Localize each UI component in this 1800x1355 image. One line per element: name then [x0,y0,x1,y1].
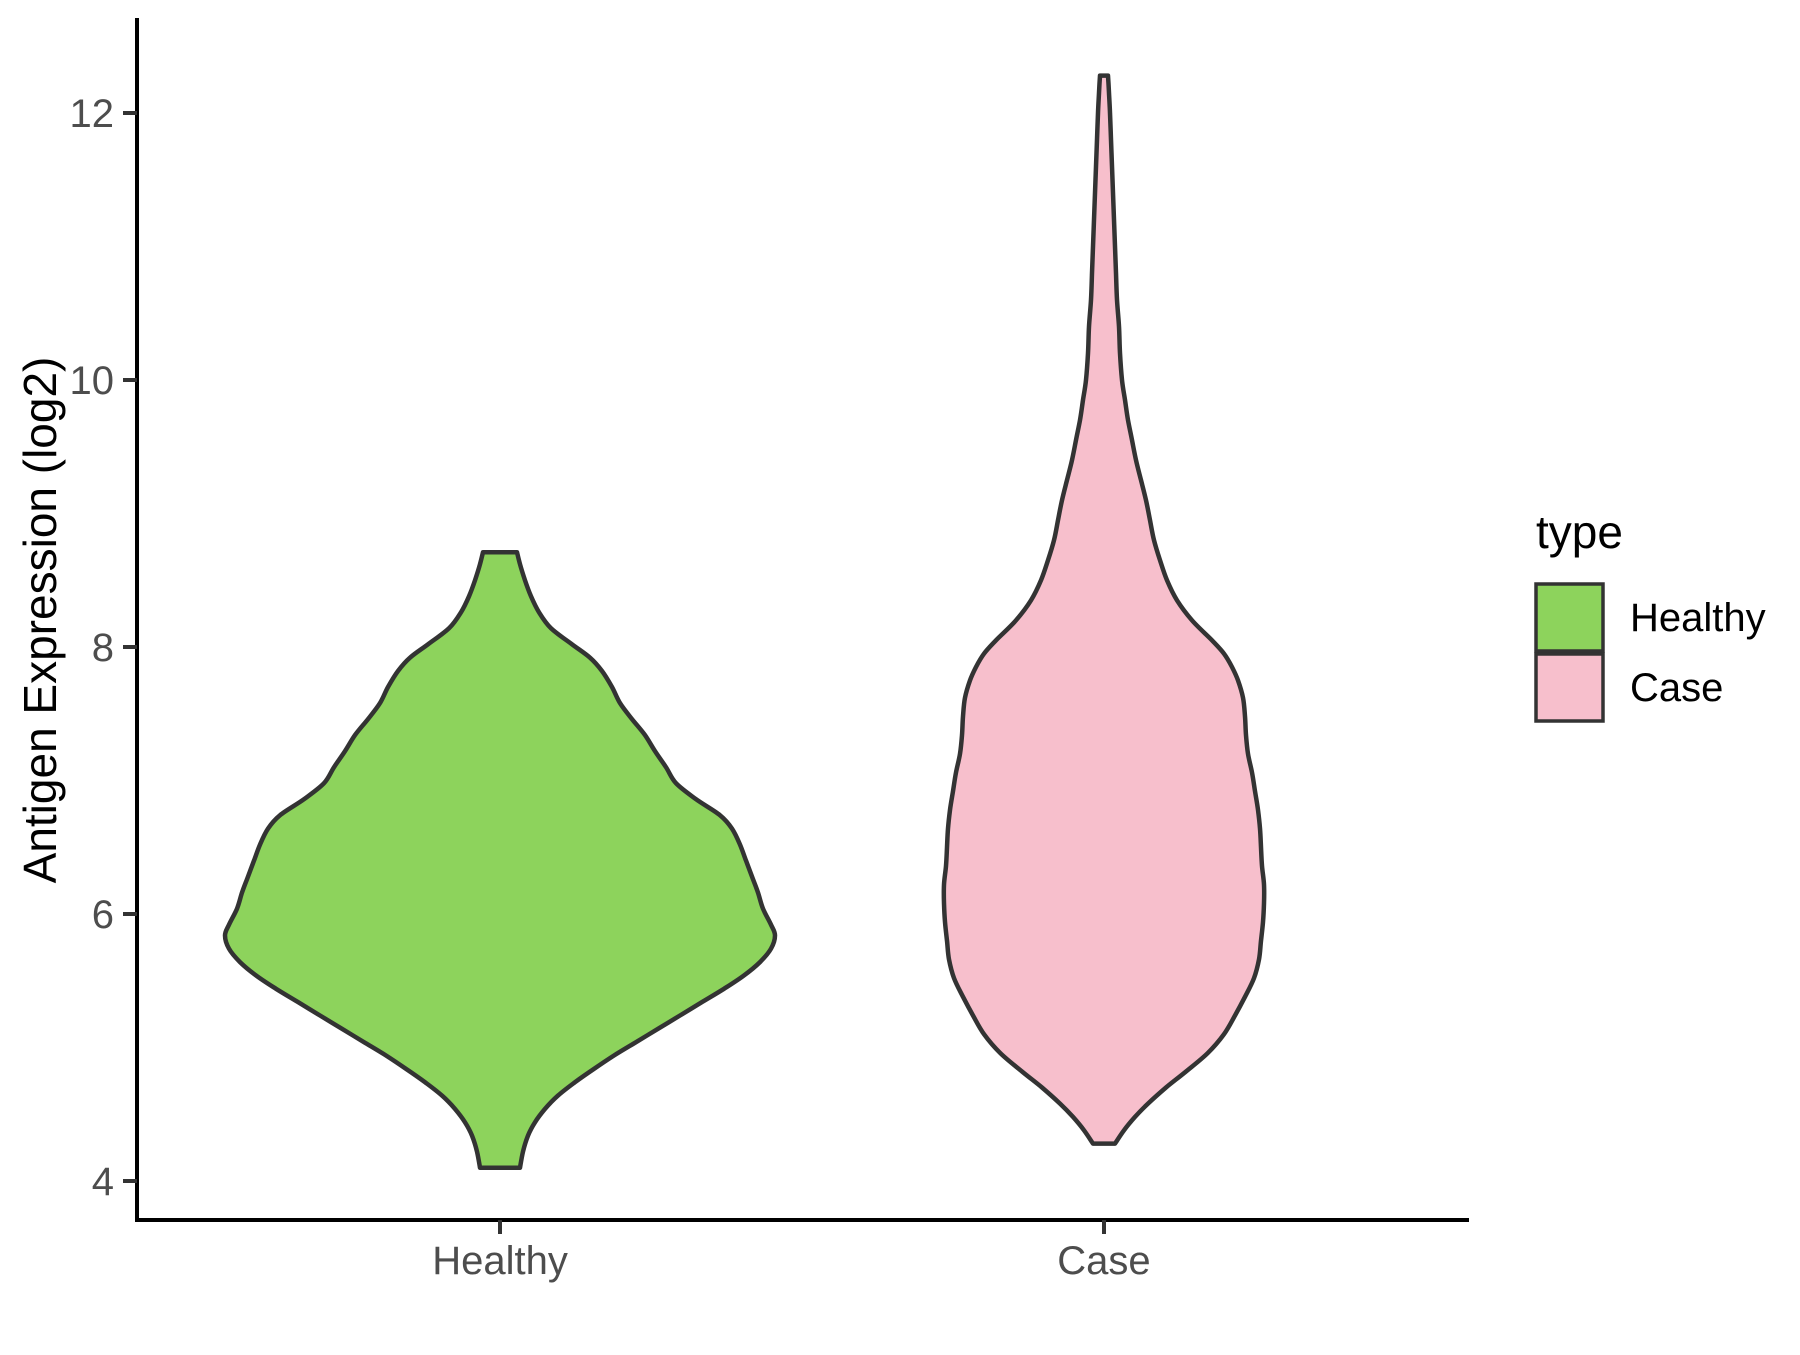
y-axis-title: Antigen Expression (log2) [14,357,66,884]
legend: type Healthy Case [1534,506,1766,723]
y-tick-label-8: 8 [92,626,114,670]
legend-swatch-healthy [1534,582,1605,653]
legend-key-healthy: Healthy [1534,582,1766,653]
legend-label-case: Case [1630,666,1723,710]
violins [222,73,1267,1170]
y-tick-label-10: 10 [70,359,115,403]
legend-label-healthy: Healthy [1630,596,1766,640]
x-tick-label-case: Case [1057,1239,1150,1283]
y-tick-label-4: 4 [92,1160,114,1204]
y-tick-label-12: 12 [70,92,115,136]
y-axis-ticks: 4 6 8 10 12 [70,92,137,1204]
violin-case [941,73,1267,1146]
y-tick-label-6: 6 [92,893,114,937]
legend-title: type [1536,506,1623,558]
x-axis-ticks: Healthy Case [432,1220,1151,1283]
legend-swatch-case [1534,652,1605,723]
legend-key-case: Case [1534,652,1723,723]
x-tick-label-healthy: Healthy [432,1239,568,1283]
violin-healthy [222,549,778,1170]
